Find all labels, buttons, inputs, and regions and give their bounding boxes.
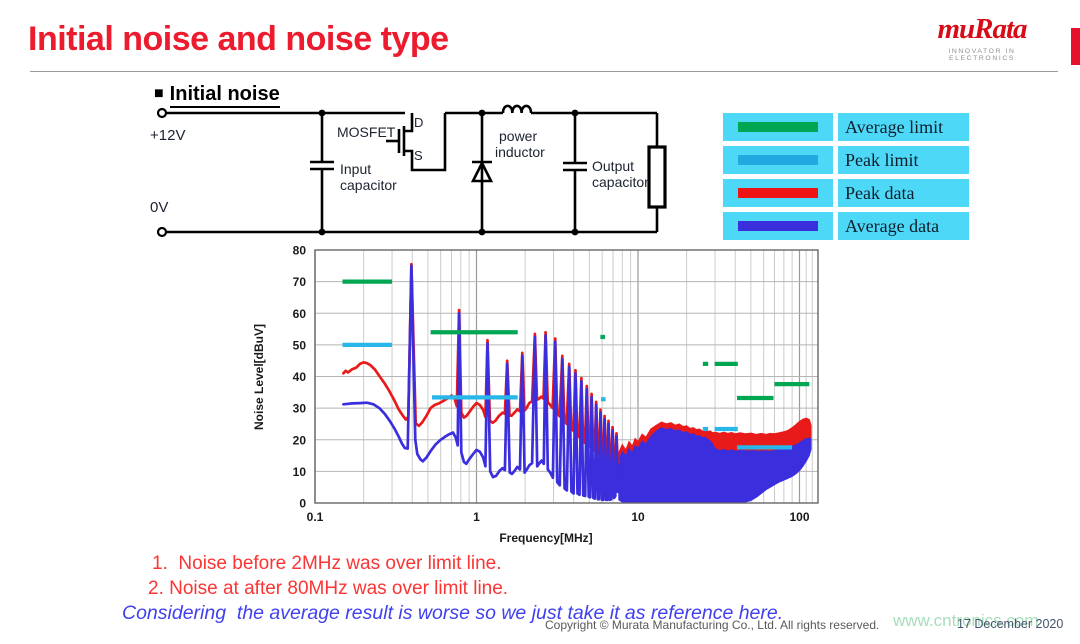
label-vin: +12V <box>150 127 185 144</box>
average-limit-swatch <box>738 122 818 132</box>
logo-tagline: INNOVATOR IN ELECTRONICS <box>948 48 1016 62</box>
legend-label: Average data <box>838 212 969 240</box>
noise-level-chart: 0 10 20 30 40 50 60 70 80 0.1 1 10 100 Noise Level[dB… <box>252 244 819 545</box>
copyright-text: Copyright © Murata Manufacturing Co., Lt… <box>545 618 880 632</box>
svg-text:10: 10 <box>293 465 307 479</box>
svg-text:100: 100 <box>789 510 809 524</box>
label-inductor-1: power <box>499 128 537 144</box>
legend-item-average-data: Average data <box>723 212 969 240</box>
average-data-swatch <box>738 221 818 231</box>
note-line-2: 2. Noise at after 80MHz was over limit l… <box>148 578 509 599</box>
svg-text:0.1: 0.1 <box>307 510 324 524</box>
peak-data-swatch <box>738 188 818 198</box>
note-line-1: 1. Noise before 2MHz was over limit line… <box>152 553 502 574</box>
section-heading-text: Initial noise <box>169 83 280 108</box>
logo-wordmark: muRata <box>937 13 1027 45</box>
legend-item-peak-limit: Peak limit <box>723 146 969 174</box>
label-source: S <box>414 148 423 163</box>
title-divider <box>30 71 1058 72</box>
slide-date: 17 December 2020 <box>957 617 1064 631</box>
label-mosfet: MOSFET <box>337 124 396 140</box>
label-output-cap-2: capacitor <box>592 174 649 190</box>
label-output-cap-1: Output <box>592 158 634 174</box>
buck-converter-circuit-diagram: +12V 0V MOSFET D S Input capacitor power… <box>150 104 667 238</box>
peak-limit-swatch <box>738 155 818 165</box>
svg-text:30: 30 <box>293 402 307 416</box>
murata-logo: muRata INNOVATOR IN ELECTRONICS <box>916 12 1048 62</box>
svg-text:50: 50 <box>293 338 307 352</box>
input-terminal-ground <box>156 226 168 238</box>
svg-text:0: 0 <box>299 497 306 511</box>
legend-item-peak-data: Peak data <box>723 179 969 207</box>
label-input-cap-1: Input <box>340 161 371 177</box>
square-bullet-icon: ■ <box>154 85 164 102</box>
section-heading: ■ Initial noise <box>154 83 280 108</box>
legend-label: Peak limit <box>838 146 969 174</box>
svg-text:80: 80 <box>293 244 307 258</box>
svg-text:60: 60 <box>293 307 307 321</box>
legend-label: Peak data <box>838 179 969 207</box>
label-input-cap-2: capacitor <box>340 177 397 193</box>
svg-text:40: 40 <box>293 370 307 384</box>
svg-text:Noise Level[dBuV]: Noise Level[dBuV] <box>252 324 266 430</box>
svg-text:20: 20 <box>293 433 307 447</box>
svg-text:1: 1 <box>473 510 480 524</box>
svg-text:10: 10 <box>631 510 645 524</box>
label-drain: D <box>414 115 423 130</box>
legend-item-average-limit: Average limit <box>723 113 969 141</box>
slide-corner-accent <box>1071 28 1080 65</box>
svg-text:Frequency[MHz]: Frequency[MHz] <box>499 531 592 545</box>
page-title: Initial noise and noise type <box>28 20 449 58</box>
label-inductor-2: inductor <box>495 144 545 160</box>
legend-label: Average limit <box>838 113 969 141</box>
input-terminal-positive <box>156 107 168 119</box>
svg-text:70: 70 <box>293 275 307 289</box>
chart-legend: Average limit Peak limit Peak data Avera… <box>723 113 969 245</box>
watermark: www.cntronics.com <box>893 611 1039 630</box>
note-line-3: Considering the average result is worse … <box>122 602 784 624</box>
label-gnd: 0V <box>150 199 168 216</box>
